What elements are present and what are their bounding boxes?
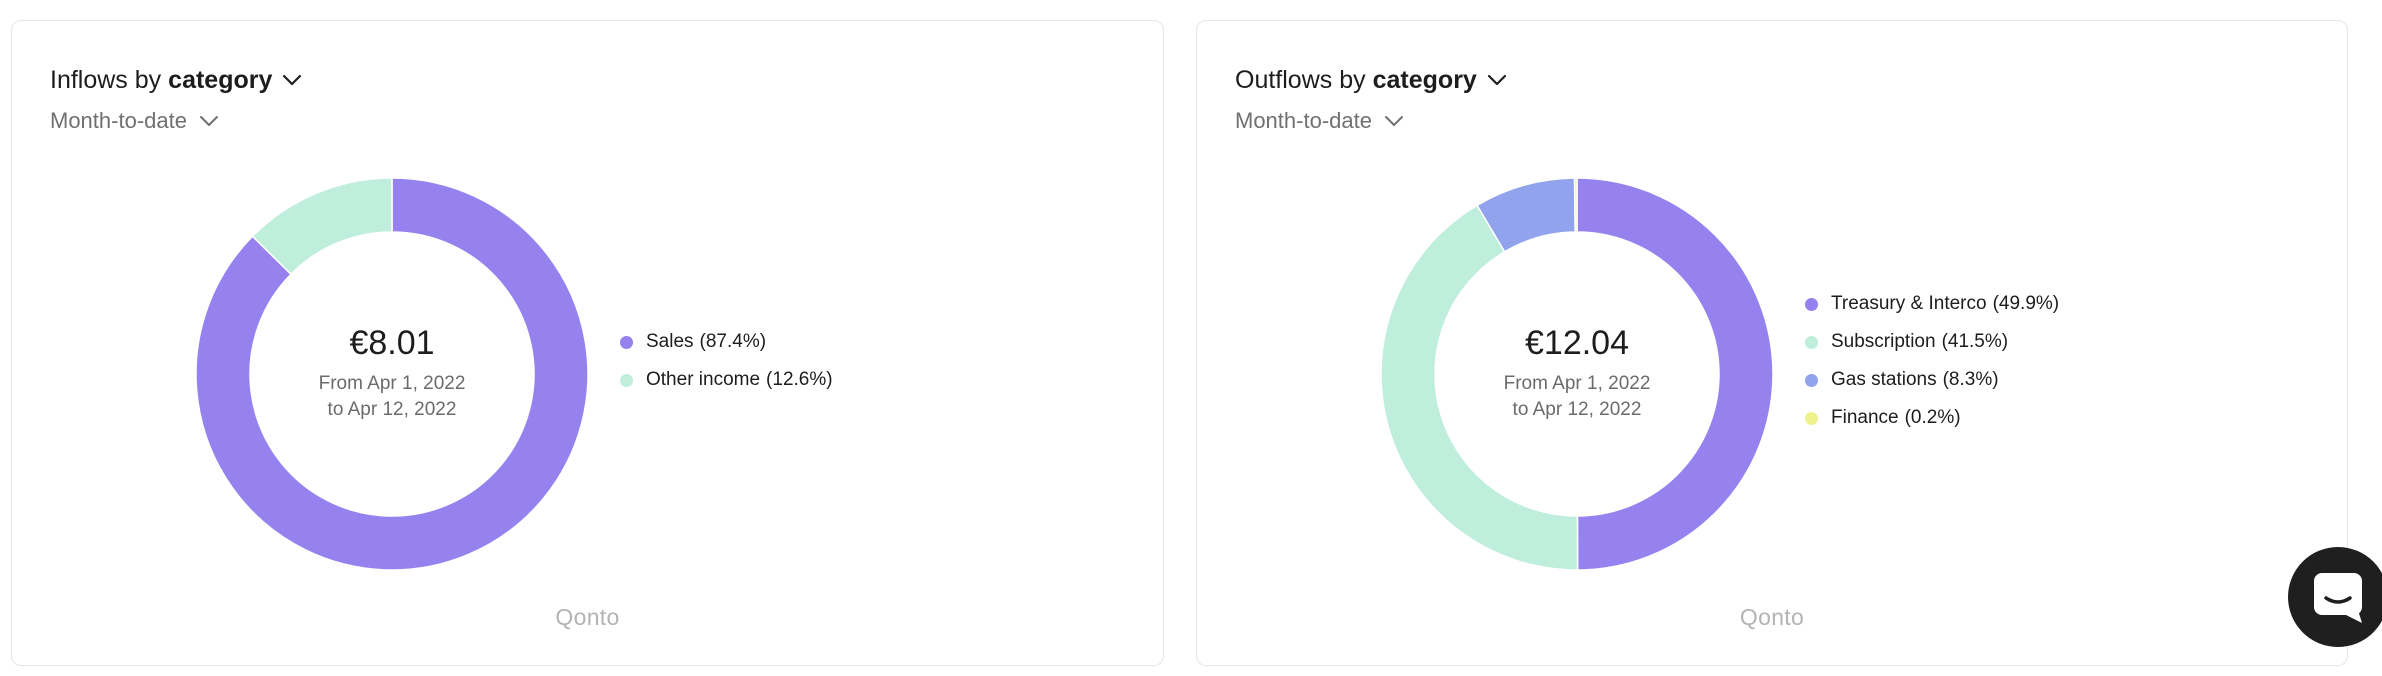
outflows-period-label: Month-to-date (1235, 108, 1372, 133)
chevron-down-icon[interactable] (1487, 74, 1507, 86)
inflows-card: Inflows by category Month-to-date €8.01 … (11, 20, 1164, 666)
outflows-slice-subscription[interactable] (1380, 204, 1579, 571)
outflows-title-text: Outflows by (1235, 66, 1366, 94)
outflows-period-select[interactable]: Month-to-date (1235, 106, 1404, 136)
chat-icon (2314, 573, 2362, 623)
legend-percentage: (41.5%) (1941, 331, 2009, 352)
inflows-slice-other-income[interactable] (251, 177, 393, 276)
outflows-legend-item-gas-stations[interactable]: Gas stations (8.3%) (1805, 361, 2059, 399)
legend-dot-icon (1805, 411, 1818, 425)
legend-dot-icon (1805, 297, 1818, 311)
legend-label: Other income (646, 369, 761, 390)
legend-percentage: (49.9%) (1992, 293, 2060, 314)
outflows-title[interactable]: Outflows by category (1235, 63, 1507, 97)
chat-button[interactable] (2288, 547, 2382, 647)
legend-percentage: (8.3%) (1942, 369, 1999, 390)
chevron-down-icon[interactable] (1384, 115, 1404, 127)
inflows-legend-item-other-income[interactable]: Other income (12.6%) (620, 361, 833, 399)
inflows-title-text: Inflows by (50, 66, 162, 94)
legend-dot-icon (620, 335, 633, 349)
outflows-legend-item-treasury-interco[interactable]: Treasury & Interco (49.9%) (1805, 285, 2059, 323)
outflows-legend: Treasury & Interco (49.9%) Subscription (41… (1805, 285, 2059, 437)
legend-percentage: (0.2%) (1904, 407, 1961, 428)
outflows-legend-item-finance[interactable]: Finance (0.2%) (1805, 399, 2059, 437)
legend-label: Subscription (1831, 331, 1936, 352)
qonto-logo: Qonto (555, 604, 620, 630)
legend-percentage: (12.6%) (766, 369, 833, 390)
outflows-slice-finance[interactable] (1573, 177, 1578, 233)
legend-percentage: (87.4%) (699, 331, 767, 352)
legend-dot-icon (1805, 335, 1818, 349)
outflows-legend-item-subscription[interactable]: Subscription (41.5%) (1805, 323, 2059, 361)
chevron-down-icon[interactable] (282, 74, 302, 86)
outflows-dimension-select[interactable]: category (1372, 66, 1477, 94)
outflows-card: Outflows by category Month-to-date €12.0… (1196, 20, 2348, 666)
inflows-slice-sales[interactable] (195, 177, 589, 571)
inflows-period-label: Month-to-date (50, 108, 187, 133)
legend-label: Gas stations (1831, 369, 1937, 390)
inflows-dimension-select[interactable]: category (168, 66, 273, 94)
legend-label: Sales (646, 331, 694, 352)
legend-dot-icon (620, 373, 633, 387)
outflows-slice-treasury-interco[interactable] (1576, 177, 1774, 571)
legend-label: Treasury & Interco (1831, 293, 1987, 314)
inflows-title[interactable]: Inflows by category (50, 63, 302, 97)
inflows-donut-chart (195, 177, 589, 571)
inflows-legend-item-sales[interactable]: Sales (87.4%) (620, 323, 833, 361)
outflows-donut-chart (1380, 177, 1774, 571)
legend-label: Finance (1831, 407, 1899, 428)
inflows-period-select[interactable]: Month-to-date (50, 106, 219, 136)
inflows-legend: Sales (87.4%) Other income (12.6%) (620, 323, 833, 399)
qonto-logo: Qonto (1739, 604, 1805, 630)
legend-dot-icon (1805, 373, 1818, 387)
chevron-down-icon[interactable] (199, 115, 219, 127)
